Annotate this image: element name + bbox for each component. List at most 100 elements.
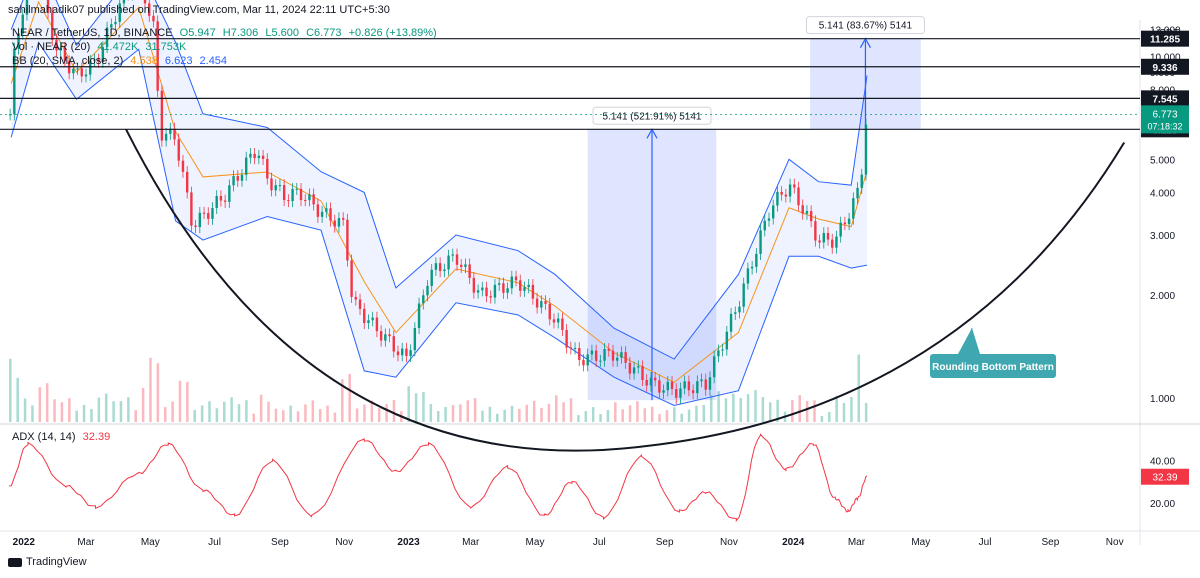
candle-body bbox=[784, 194, 788, 197]
candle-body bbox=[717, 350, 720, 357]
volume-label[interactable]: Vol · NEAR (20) bbox=[12, 41, 91, 53]
rounding-bottom-curve bbox=[125, 128, 1126, 452]
candle-body bbox=[502, 283, 505, 293]
volume-bar bbox=[267, 401, 270, 422]
candle-body bbox=[312, 194, 315, 205]
candle-body bbox=[320, 211, 324, 217]
candle-body bbox=[409, 350, 412, 357]
candle-body bbox=[679, 388, 682, 398]
volume-bar bbox=[282, 410, 285, 422]
candle-body bbox=[51, 12, 54, 40]
candle-body bbox=[261, 155, 265, 159]
volume-bar bbox=[82, 404, 86, 422]
volume-bar bbox=[621, 409, 624, 422]
volume-bar bbox=[820, 416, 824, 422]
volume-bar bbox=[104, 393, 108, 422]
callout-tail bbox=[958, 328, 980, 354]
candle-body bbox=[801, 205, 804, 214]
candle-body bbox=[514, 276, 518, 281]
candle-body bbox=[388, 334, 391, 337]
volume-bar bbox=[422, 391, 425, 422]
bb-label[interactable]: BB (20, SMA, close, 2) bbox=[12, 55, 124, 67]
candle-body bbox=[240, 174, 244, 181]
candle-body bbox=[523, 287, 526, 291]
candle-body bbox=[628, 362, 632, 374]
adx-tick-label: 40.00 bbox=[1150, 457, 1175, 468]
candle-body bbox=[755, 253, 758, 267]
candle-body bbox=[181, 160, 185, 172]
volume-bar bbox=[496, 413, 499, 422]
candle-body bbox=[354, 296, 358, 300]
volume-bar bbox=[695, 405, 698, 422]
measure-label-box bbox=[592, 106, 712, 125]
candle-body bbox=[767, 218, 771, 221]
callout-box bbox=[930, 354, 1056, 378]
bb-upper-value: 6.623 bbox=[164, 55, 193, 67]
candle-body bbox=[805, 211, 809, 214]
candle-body bbox=[63, 47, 67, 62]
candle-body bbox=[333, 220, 336, 227]
candle-body bbox=[468, 264, 471, 278]
candle-body bbox=[649, 377, 653, 386]
volume-bar bbox=[562, 402, 565, 422]
candle-body bbox=[670, 381, 674, 390]
bb-upper-line bbox=[10, 0, 868, 360]
candle-body bbox=[287, 200, 290, 202]
symbol-legend: NEAR / TetherUS, 1D, BINANCE O5.947 H7.3… bbox=[12, 27, 441, 39]
candle-body bbox=[249, 153, 252, 158]
candle-body bbox=[839, 222, 842, 237]
candle-body bbox=[852, 198, 855, 219]
candle-body bbox=[578, 348, 581, 360]
candle-body bbox=[202, 212, 206, 214]
candle-body bbox=[177, 139, 180, 161]
bb-legend: BB (20, SMA, close, 2) 4.538 6.623 2.454 bbox=[12, 55, 231, 67]
candle-body bbox=[417, 303, 421, 329]
time-tick-label: Sep bbox=[271, 537, 289, 548]
candle-body bbox=[519, 280, 522, 291]
volume-bar bbox=[274, 408, 278, 422]
candle-body bbox=[780, 191, 783, 195]
candle-body bbox=[46, 0, 50, 13]
time-tick-label: Jul bbox=[593, 537, 606, 548]
candle-body bbox=[270, 178, 273, 191]
volume-bar bbox=[341, 379, 344, 422]
volume-bar bbox=[45, 383, 49, 422]
candle-body bbox=[472, 277, 476, 293]
candle-body bbox=[814, 221, 817, 241]
candle-body bbox=[607, 348, 610, 351]
candle-body bbox=[257, 155, 261, 159]
volume-bar bbox=[215, 408, 219, 422]
volume-bar bbox=[296, 411, 300, 422]
time-tick-label: 2023 bbox=[397, 537, 420, 548]
candle-body bbox=[675, 389, 678, 398]
candle-body bbox=[375, 317, 379, 332]
candle-body bbox=[687, 381, 691, 391]
adx-current-label: 32.39 bbox=[1152, 473, 1177, 484]
symbol-label[interactable]: NEAR / TetherUS, 1D, BINANCE bbox=[12, 27, 173, 39]
level-tag-label: 9.336 bbox=[1152, 63, 1177, 74]
bb-lower-value: 2.454 bbox=[199, 55, 228, 67]
volume-bar bbox=[355, 408, 359, 422]
adx-label[interactable]: ADX (14, 14) bbox=[12, 431, 76, 443]
ohlc-low: L5.600 bbox=[265, 27, 299, 39]
candle-body bbox=[363, 308, 366, 324]
volume-bar bbox=[746, 394, 750, 422]
candle-body bbox=[565, 329, 568, 348]
volume-bar bbox=[75, 410, 78, 422]
candle-body bbox=[763, 220, 766, 231]
candle-body bbox=[223, 200, 227, 202]
measure-label: 5.141 (521.91%) 5141 bbox=[603, 111, 702, 122]
candle-body bbox=[561, 318, 564, 330]
candle-body bbox=[864, 124, 868, 175]
candle-body bbox=[438, 263, 442, 272]
candle-body bbox=[632, 367, 636, 374]
volume-bar bbox=[739, 398, 742, 422]
candle-body bbox=[599, 360, 602, 362]
candle-body bbox=[346, 219, 349, 261]
volume-bar bbox=[643, 408, 647, 422]
volume-bar bbox=[141, 387, 145, 422]
price-tick-label: 10.000 bbox=[1150, 53, 1181, 64]
bb-lower-line bbox=[10, 41, 868, 407]
price-tick-label: 3.000 bbox=[1150, 231, 1175, 242]
